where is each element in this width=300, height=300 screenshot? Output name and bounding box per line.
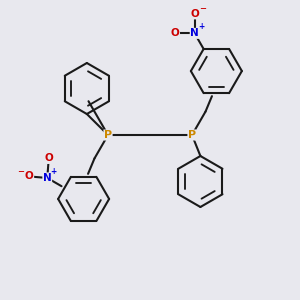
Text: O: O xyxy=(171,28,179,38)
Text: O: O xyxy=(25,172,34,182)
Text: −: − xyxy=(17,167,24,176)
Text: +: + xyxy=(198,22,204,31)
Text: N: N xyxy=(43,173,52,183)
Text: +: + xyxy=(51,167,57,176)
Text: P: P xyxy=(104,130,112,140)
Text: −: − xyxy=(200,4,206,13)
Text: O: O xyxy=(190,9,199,19)
Text: P: P xyxy=(188,130,196,140)
Text: N: N xyxy=(190,28,199,38)
Text: O: O xyxy=(44,154,53,164)
